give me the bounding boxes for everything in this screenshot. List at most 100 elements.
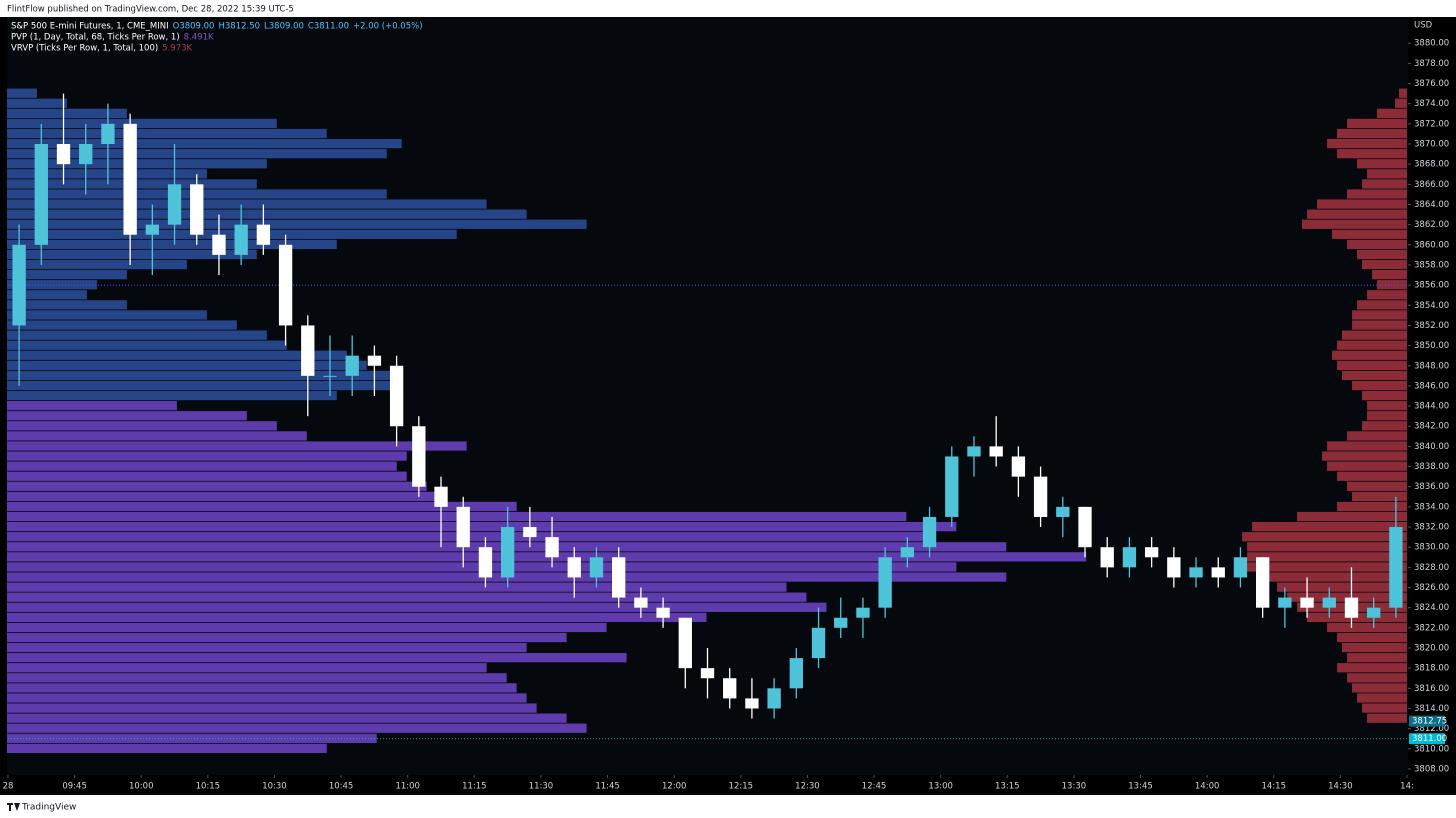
candle-body (1078, 506, 1092, 548)
y-tick-label: 3808.00 (1414, 764, 1449, 774)
x-tick-label: 10:15 (196, 782, 221, 792)
x-tick-label: 10:00 (129, 782, 154, 792)
y-tick-label: 3826.00 (1414, 583, 1449, 593)
candle-body (1189, 567, 1203, 578)
profile-row (7, 642, 527, 653)
axis-layer: 3808.00 3810.00 3812.00 3814.00 3816.00 3818.… (3, 39, 1450, 792)
candle-body (1255, 557, 1270, 608)
candle-body (101, 123, 115, 145)
candle-body (1278, 597, 1292, 608)
profile-row (1357, 693, 1407, 703)
y-tick-label: 3880.00 (1414, 39, 1449, 49)
profile-row (1342, 370, 1407, 381)
profile-row (7, 229, 457, 239)
profile-row (7, 259, 187, 270)
y-tick-label: 3854.00 (1414, 301, 1449, 311)
profile-row (7, 451, 407, 461)
candle-body (967, 446, 981, 457)
candle-layer (12, 93, 1403, 719)
x-tick-label: 11:00 (395, 782, 420, 792)
profile-row (7, 340, 287, 350)
profile-row (1395, 98, 1407, 108)
profile-row (7, 128, 327, 139)
profile-row (1377, 108, 1407, 118)
profile-row (1342, 330, 1407, 340)
candle-body (190, 184, 204, 235)
candle-body (500, 527, 515, 578)
profile-row (1317, 199, 1407, 209)
profile-row (7, 622, 607, 633)
candle-body (1233, 557, 1248, 578)
y-tick-label: 3842.00 (1414, 422, 1449, 432)
y-tick-label: 3844.00 (1414, 402, 1449, 412)
profile-row (1399, 88, 1407, 98)
publisher: FlintFlow published on TradingView.com, … (7, 5, 294, 15)
profile-row (1242, 562, 1407, 572)
indicator-name: PVP (1, Day, Total, 68, Ticks Per Row, 1… (11, 33, 180, 43)
y-tick-label: 3818.00 (1414, 664, 1449, 674)
profile-row (1347, 118, 1407, 129)
profile-row (1247, 542, 1407, 552)
profile-row (1302, 219, 1407, 229)
profile-row (7, 521, 957, 532)
x-tick-label: 13:15 (995, 782, 1020, 792)
legend-field: O3809.00 (173, 22, 215, 32)
profile-row (7, 118, 277, 129)
profile-row (7, 360, 367, 370)
candle-body (1056, 506, 1070, 517)
profile-row (1357, 300, 1407, 310)
profile-row (7, 300, 127, 310)
profile-row (1352, 380, 1407, 391)
currency-label: USD (1414, 21, 1433, 31)
profile-row (1347, 239, 1407, 250)
y-tick-label: 3858.00 (1414, 260, 1449, 270)
footer-brand: TradingView (21, 803, 76, 813)
y-tick-label: 3860.00 (1414, 240, 1449, 250)
header-bar (0, 0, 1456, 17)
profile-row (1337, 501, 1407, 512)
profile-row (1337, 360, 1407, 370)
profile-row (7, 602, 827, 612)
profile-row (1362, 259, 1407, 270)
profile-row (7, 683, 517, 693)
footer-bar (0, 795, 1456, 818)
profile-row (7, 88, 37, 98)
profile-row (1337, 340, 1407, 350)
profile-row (7, 380, 397, 391)
profile-row (7, 159, 267, 169)
profile-row (1362, 179, 1407, 189)
y-tick-label: 3828.00 (1414, 563, 1449, 573)
profile-row (7, 249, 257, 260)
profile-row (1367, 290, 1407, 300)
profile-row (1327, 461, 1407, 471)
candle-body (301, 325, 315, 376)
profile-row (1267, 572, 1407, 582)
price-label: 3812.75 (1412, 717, 1447, 727)
y-tick-label: 3868.00 (1414, 160, 1449, 170)
y-tick-label: 3836.00 (1414, 482, 1449, 492)
candle-body (1211, 567, 1225, 578)
y-tick-label: 3812.00 (1414, 724, 1449, 734)
candle-body (523, 527, 537, 538)
profile-row (7, 481, 427, 491)
candle-body (789, 658, 803, 689)
profile-row (1347, 431, 1407, 441)
x-tick-label: 10:45 (329, 782, 354, 792)
profile-row (7, 350, 347, 360)
profile-row (1327, 138, 1407, 149)
profile-row (7, 239, 337, 250)
indicator-value: 8.491K (184, 33, 214, 43)
legend-field: H3812.50 (218, 22, 260, 32)
y-tick-label: 3848.00 (1414, 361, 1449, 371)
profile-row (1337, 471, 1407, 481)
profile-row (1332, 350, 1407, 360)
candle-body (56, 144, 71, 165)
profile-row (7, 703, 537, 713)
profile-row (1332, 229, 1407, 239)
profile-row (7, 612, 707, 622)
profile-row (7, 401, 177, 411)
profile-row (1342, 642, 1407, 653)
legend-field: C3811.00 (308, 22, 349, 32)
profile-row (7, 138, 402, 149)
